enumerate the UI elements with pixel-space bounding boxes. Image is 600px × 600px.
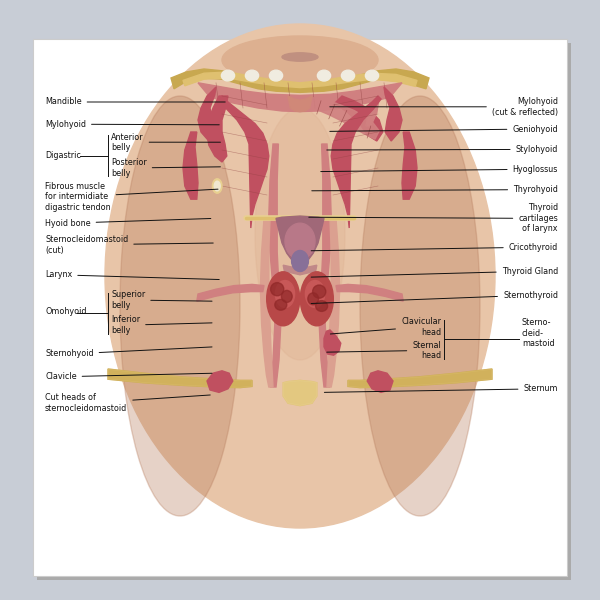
- Polygon shape: [198, 87, 216, 141]
- Polygon shape: [335, 96, 383, 141]
- Ellipse shape: [292, 251, 308, 271]
- Ellipse shape: [341, 70, 355, 81]
- Polygon shape: [183, 132, 198, 199]
- Text: Hyoid bone: Hyoid bone: [45, 218, 211, 227]
- Ellipse shape: [317, 70, 331, 81]
- Text: Sternothyroid: Sternothyroid: [311, 290, 558, 304]
- Ellipse shape: [360, 96, 480, 516]
- Polygon shape: [402, 132, 417, 199]
- Text: Clavicle: Clavicle: [45, 372, 212, 382]
- Text: Mandible: Mandible: [45, 97, 225, 107]
- Text: Larynx: Larynx: [45, 270, 219, 280]
- Text: Sternum: Sternum: [325, 385, 558, 394]
- Ellipse shape: [212, 179, 222, 193]
- Text: Mylohyoid: Mylohyoid: [45, 119, 219, 128]
- Ellipse shape: [269, 70, 283, 81]
- Text: Stylohyoid: Stylohyoid: [327, 145, 558, 154]
- Polygon shape: [276, 216, 324, 266]
- Text: Hyoglossus: Hyoglossus: [321, 165, 558, 174]
- Polygon shape: [219, 96, 269, 228]
- Text: Mylohyoid
(cut & reflected): Mylohyoid (cut & reflected): [330, 97, 558, 116]
- Ellipse shape: [275, 299, 287, 310]
- Text: Sternohyoid: Sternohyoid: [45, 347, 212, 359]
- Polygon shape: [324, 330, 341, 355]
- Ellipse shape: [285, 223, 315, 259]
- Ellipse shape: [245, 70, 259, 81]
- Polygon shape: [288, 96, 312, 112]
- Polygon shape: [108, 369, 252, 388]
- Text: Cricothyroid: Cricothyroid: [311, 243, 558, 252]
- Ellipse shape: [316, 301, 328, 311]
- Text: Thyrohyoid: Thyrohyoid: [312, 185, 558, 194]
- Text: Fibrous muscle
for intermidiate
digastric tendon: Fibrous muscle for intermidiate digastri…: [45, 182, 218, 212]
- Polygon shape: [269, 144, 281, 387]
- Ellipse shape: [308, 293, 319, 305]
- Text: Sternal
head: Sternal head: [327, 341, 441, 360]
- Polygon shape: [197, 284, 264, 301]
- Ellipse shape: [301, 272, 334, 326]
- Polygon shape: [300, 96, 379, 139]
- Ellipse shape: [214, 181, 220, 191]
- Ellipse shape: [313, 285, 326, 298]
- Polygon shape: [198, 83, 402, 112]
- Polygon shape: [207, 371, 233, 392]
- Text: Posterior
belly: Posterior belly: [111, 158, 220, 178]
- Ellipse shape: [305, 280, 325, 307]
- Text: Digastric: Digastric: [45, 151, 81, 160]
- Text: Anterior
belly: Anterior belly: [111, 133, 220, 152]
- FancyBboxPatch shape: [33, 39, 567, 576]
- Ellipse shape: [266, 272, 300, 326]
- Text: Superior
belly: Superior belly: [111, 290, 212, 310]
- Polygon shape: [319, 144, 331, 387]
- Polygon shape: [348, 369, 492, 388]
- Text: Thyroid
cartilages
of larynx: Thyroid cartilages of larynx: [309, 203, 558, 233]
- Text: Thyroid Gland: Thyroid Gland: [311, 266, 558, 277]
- Text: Inferior
belly: Inferior belly: [111, 316, 212, 335]
- Ellipse shape: [271, 283, 284, 296]
- Ellipse shape: [365, 70, 379, 81]
- Ellipse shape: [275, 280, 295, 307]
- Text: Sternocleidomastoid
(cut): Sternocleidomastoid (cut): [45, 235, 213, 254]
- Polygon shape: [348, 369, 492, 388]
- Polygon shape: [283, 380, 317, 406]
- Polygon shape: [331, 96, 381, 228]
- Text: Omohyoid: Omohyoid: [45, 307, 86, 317]
- Polygon shape: [207, 96, 228, 162]
- Polygon shape: [366, 93, 379, 126]
- Polygon shape: [336, 284, 403, 301]
- Polygon shape: [327, 219, 340, 387]
- Polygon shape: [260, 219, 273, 387]
- Ellipse shape: [120, 96, 240, 516]
- Text: Geniohyoid: Geniohyoid: [330, 124, 558, 133]
- Polygon shape: [283, 265, 317, 275]
- Polygon shape: [171, 69, 429, 92]
- Ellipse shape: [222, 36, 378, 84]
- Ellipse shape: [282, 53, 318, 61]
- Ellipse shape: [221, 70, 235, 81]
- Ellipse shape: [105, 24, 495, 528]
- Polygon shape: [283, 380, 317, 406]
- Polygon shape: [183, 72, 417, 88]
- Ellipse shape: [255, 108, 345, 360]
- Polygon shape: [384, 87, 402, 141]
- Text: Clavicular
head: Clavicular head: [331, 317, 441, 337]
- Ellipse shape: [281, 290, 292, 302]
- Polygon shape: [367, 371, 393, 392]
- Text: Cut heads of
sternocleidomastoid: Cut heads of sternocleidomastoid: [45, 394, 210, 413]
- FancyBboxPatch shape: [37, 43, 571, 580]
- Polygon shape: [108, 369, 252, 388]
- Text: Sterno-
cleid-
mastoid: Sterno- cleid- mastoid: [522, 318, 554, 348]
